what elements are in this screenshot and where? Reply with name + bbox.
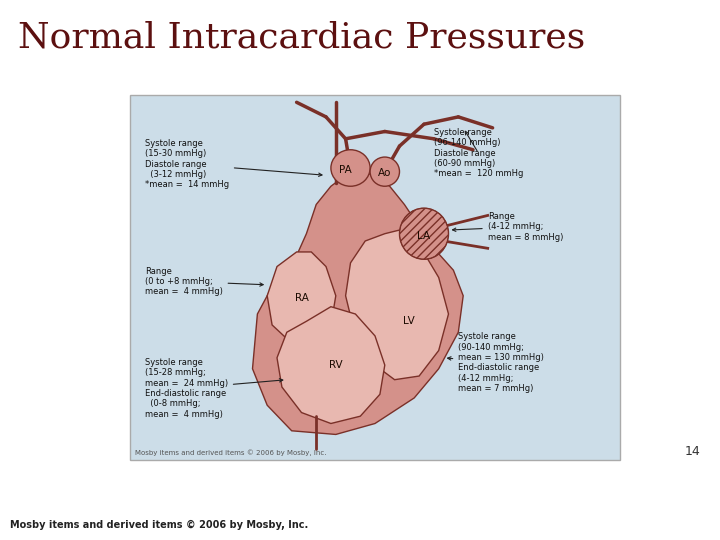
Text: Range
(0 to +8 mmHg;
mean =  4 mmHg): Range (0 to +8 mmHg; mean = 4 mmHg) [145, 267, 264, 296]
Text: Ao: Ao [378, 168, 392, 179]
Text: Systole range
(15-28 mmHg;
mean =  24 mmHg)
End-diastolic range
  (0-8 mmHg;
mea: Systole range (15-28 mmHg; mean = 24 mmH… [145, 358, 283, 419]
Polygon shape [253, 172, 463, 435]
Text: 14: 14 [684, 445, 700, 458]
Text: Mosby items and derived items © 2006 by Mosby, Inc.: Mosby items and derived items © 2006 by … [10, 520, 308, 530]
Ellipse shape [331, 150, 370, 186]
Text: LV: LV [403, 316, 415, 326]
Polygon shape [277, 307, 384, 423]
Ellipse shape [370, 157, 400, 186]
FancyBboxPatch shape [130, 95, 620, 460]
Text: Systole range
(15-30 mmHg)
Diastole range
  (3-12 mmHg)
*mean =  14 mmHg: Systole range (15-30 mmHg) Diastole rang… [145, 139, 322, 190]
Polygon shape [267, 252, 336, 343]
Text: Systole range
(90-140 mmHg;
mean = 130 mmHg)
End-diastolic range
(4-12 mmHg;
mea: Systole range (90-140 mmHg; mean = 130 m… [448, 332, 544, 393]
Text: PA: PA [339, 165, 352, 175]
Text: RA: RA [294, 293, 308, 302]
Text: RV: RV [329, 360, 343, 370]
Polygon shape [346, 230, 449, 380]
Text: Systole range
(96-140 mmHg)
Diastole range
(60-90 mmHg)
*mean =  120 mmHg: Systole range (96-140 mmHg) Diastole ran… [433, 128, 523, 178]
Text: Mosby items and derived items © 2006 by Mosby, Inc.: Mosby items and derived items © 2006 by … [135, 449, 326, 456]
Text: Range
(4-12 mmHg;
mean = 8 mmHg): Range (4-12 mmHg; mean = 8 mmHg) [452, 212, 563, 241]
Text: Normal Intracardiac Pressures: Normal Intracardiac Pressures [18, 20, 585, 54]
Ellipse shape [400, 208, 449, 259]
Text: LA: LA [418, 231, 431, 240]
